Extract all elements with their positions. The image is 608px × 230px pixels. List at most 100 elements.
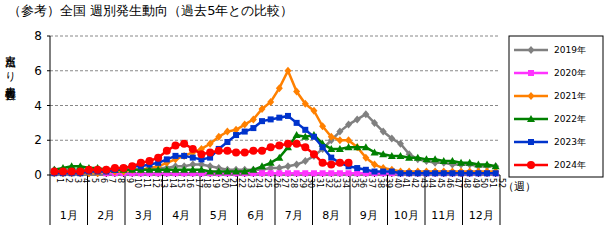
series-marker bbox=[336, 159, 344, 167]
series-marker bbox=[154, 154, 162, 162]
series-marker bbox=[363, 167, 369, 173]
series-marker bbox=[449, 168, 456, 176]
series-marker bbox=[249, 147, 257, 155]
series-marker bbox=[484, 170, 490, 176]
x-tick-label: 34 bbox=[341, 178, 350, 188]
series-marker bbox=[475, 170, 481, 176]
series-marker bbox=[372, 169, 378, 175]
series-marker bbox=[327, 161, 335, 169]
series-marker bbox=[68, 168, 76, 176]
series-marker bbox=[432, 170, 438, 176]
series-marker bbox=[129, 163, 135, 169]
series-marker bbox=[276, 115, 282, 121]
series-marker bbox=[336, 128, 343, 136]
series-line bbox=[54, 116, 495, 173]
series-marker bbox=[362, 143, 370, 150]
series-marker bbox=[301, 143, 309, 151]
x-tick-label: 45 bbox=[436, 178, 445, 188]
series-marker bbox=[345, 143, 353, 150]
x-tick-label: 42 bbox=[410, 178, 419, 188]
series-marker bbox=[171, 141, 179, 149]
series-marker bbox=[102, 166, 110, 173]
series-marker bbox=[354, 115, 361, 123]
series-marker bbox=[267, 143, 275, 151]
month-separator bbox=[200, 175, 201, 225]
series-marker bbox=[423, 170, 429, 176]
y-tick-label: 6 bbox=[34, 64, 42, 78]
x-tick-label: 32 bbox=[324, 178, 333, 188]
grid-line bbox=[50, 36, 500, 37]
month-label: 7月 bbox=[285, 209, 303, 222]
x-tick-label: 15 bbox=[176, 178, 185, 188]
series-marker bbox=[345, 136, 352, 144]
series-marker bbox=[302, 170, 308, 176]
series-marker bbox=[441, 170, 447, 176]
x-tick-label: 11 bbox=[142, 178, 151, 188]
x-tick-label: 23 bbox=[246, 178, 255, 188]
series-marker bbox=[241, 121, 248, 129]
series-marker bbox=[302, 127, 308, 133]
x-tick-label: 1 bbox=[55, 178, 64, 183]
x-tick-label: 21 bbox=[228, 178, 237, 188]
series-marker bbox=[379, 150, 387, 157]
series-marker bbox=[223, 168, 231, 175]
series-marker bbox=[336, 145, 344, 152]
grid-line bbox=[50, 70, 500, 71]
series-marker bbox=[250, 125, 256, 131]
series-marker bbox=[414, 168, 421, 176]
series-marker bbox=[171, 166, 179, 173]
series-marker bbox=[406, 170, 412, 176]
series-marker bbox=[94, 166, 101, 174]
plot-area bbox=[50, 67, 499, 178]
series-marker bbox=[431, 155, 439, 162]
x-tick-label: 4 bbox=[81, 178, 90, 183]
series-marker bbox=[163, 166, 171, 173]
series-marker bbox=[302, 100, 309, 108]
series-marker bbox=[268, 116, 274, 122]
series-marker bbox=[371, 119, 378, 127]
series-marker bbox=[388, 166, 395, 174]
series-marker bbox=[449, 170, 455, 176]
x-tick-label: 51 bbox=[488, 178, 497, 188]
series-marker bbox=[354, 170, 360, 176]
series-marker bbox=[146, 157, 154, 165]
series-marker bbox=[85, 166, 93, 174]
series-marker bbox=[484, 168, 491, 176]
x-tick-label: 3 bbox=[73, 178, 82, 183]
x-tick-label: 28 bbox=[289, 178, 298, 188]
x-axis-label: （週） bbox=[503, 180, 536, 193]
series-marker bbox=[94, 166, 102, 174]
series-marker bbox=[285, 113, 291, 119]
legend-label: 2020年 bbox=[554, 68, 586, 78]
series-marker bbox=[233, 166, 240, 174]
series-marker bbox=[137, 159, 145, 167]
x-tick-label: 33 bbox=[332, 178, 341, 188]
series-marker bbox=[493, 170, 499, 176]
series-marker bbox=[50, 168, 58, 176]
series-marker bbox=[275, 141, 283, 149]
series-marker bbox=[242, 129, 248, 135]
month-separator bbox=[275, 175, 276, 225]
x-tick-label: 31 bbox=[315, 178, 324, 188]
series-marker bbox=[380, 128, 387, 136]
series-marker bbox=[259, 105, 266, 113]
series-marker bbox=[223, 147, 231, 155]
series-marker bbox=[492, 162, 500, 169]
y-tick-label: 2 bbox=[34, 133, 42, 147]
series-marker bbox=[467, 170, 473, 176]
series-marker bbox=[69, 169, 75, 175]
series-marker bbox=[328, 133, 335, 141]
series-marker bbox=[197, 150, 205, 158]
series-marker bbox=[406, 170, 412, 176]
series-marker bbox=[121, 165, 127, 171]
series-marker bbox=[163, 147, 171, 155]
series-marker bbox=[493, 170, 499, 176]
series-marker bbox=[397, 170, 403, 176]
series-marker bbox=[466, 159, 474, 166]
series-marker bbox=[337, 160, 343, 166]
series-marker bbox=[51, 169, 57, 175]
series-marker bbox=[180, 166, 188, 173]
x-tick-label: 6 bbox=[99, 178, 108, 183]
series-marker bbox=[207, 140, 214, 148]
series-marker bbox=[233, 132, 239, 138]
